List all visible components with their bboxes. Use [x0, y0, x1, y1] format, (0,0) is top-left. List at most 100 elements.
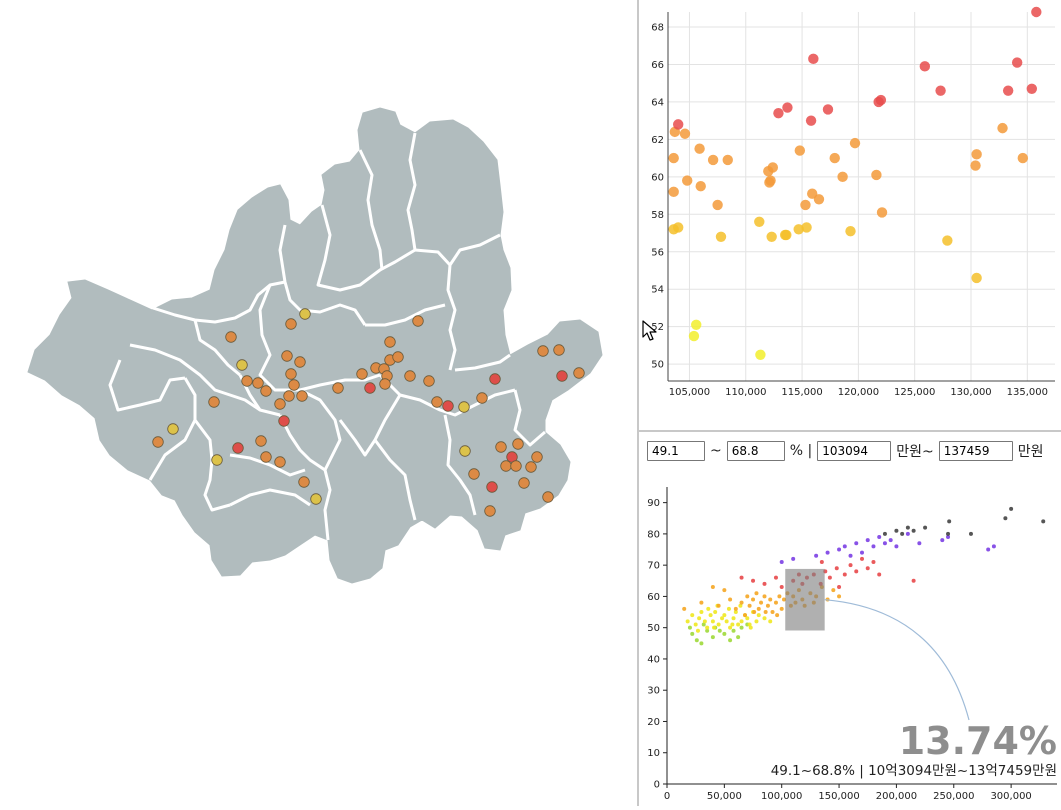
- zoomed-point[interactable]: [712, 199, 723, 211]
- map-marker[interactable]: [512, 438, 524, 450]
- map-marker[interactable]: [285, 318, 297, 330]
- map-marker[interactable]: [278, 415, 290, 427]
- zoomed-point[interactable]: [876, 207, 888, 218]
- map-marker[interactable]: [458, 401, 470, 413]
- map-marker[interactable]: [573, 367, 585, 379]
- map-marker[interactable]: [232, 442, 244, 454]
- zoomed-point[interactable]: [822, 104, 834, 115]
- map-marker[interactable]: [298, 476, 310, 488]
- zoomed-point[interactable]: [808, 53, 819, 65]
- map-marker[interactable]: [208, 396, 220, 408]
- zoomed-point[interactable]: [766, 231, 777, 242]
- zoomed-scatter-svg[interactable]: 105,000 110,000 115,000 120,000 125,000 130,0…: [639, 0, 1061, 430]
- overview-scatter-svg[interactable]: 0 10 20 30 40 50 60 70 80 90 0 50,000 100,000 150,000…: [639, 432, 1061, 806]
- zoomed-point[interactable]: [673, 222, 684, 233]
- map-marker[interactable]: [442, 400, 454, 412]
- zoomed-point[interactable]: [722, 154, 733, 166]
- pct-max-input[interactable]: [726, 441, 785, 461]
- zoomed-point[interactable]: [691, 319, 702, 331]
- map-marker[interactable]: [525, 461, 537, 473]
- map-marker[interactable]: [412, 315, 424, 327]
- zoomed-point[interactable]: [794, 145, 806, 156]
- map-marker[interactable]: [252, 377, 264, 389]
- map-marker[interactable]: [310, 493, 322, 505]
- map-marker[interactable]: [495, 441, 507, 453]
- zoomed-point[interactable]: [755, 349, 766, 360]
- zoomed-point[interactable]: [942, 235, 953, 246]
- zoomed-point[interactable]: [679, 128, 691, 139]
- zoomed-point[interactable]: [765, 175, 776, 186]
- map-marker[interactable]: [423, 375, 435, 387]
- map-marker[interactable]: [486, 481, 498, 493]
- zoomed-points[interactable]: [668, 6, 1042, 360]
- map-marker[interactable]: [225, 331, 237, 343]
- map-marker[interactable]: [167, 423, 179, 435]
- map-marker[interactable]: [404, 370, 416, 382]
- map-marker[interactable]: [299, 308, 311, 320]
- zoomed-point[interactable]: [682, 175, 693, 186]
- zoomed-point[interactable]: [688, 330, 700, 342]
- zoomed-point[interactable]: [971, 149, 982, 160]
- zoomed-scatter-chart[interactable]: 105,000 110,000 115,000 120,000 125,000 130,0…: [639, 0, 1061, 430]
- pct-min-input[interactable]: [647, 441, 705, 461]
- zoomed-point[interactable]: [668, 186, 679, 198]
- zoomed-point[interactable]: [694, 143, 705, 154]
- map-marker[interactable]: [241, 375, 253, 387]
- map-marker[interactable]: [476, 392, 488, 404]
- zoomed-point[interactable]: [971, 272, 982, 284]
- zoomed-point[interactable]: [801, 222, 812, 233]
- zoomed-point[interactable]: [875, 94, 887, 106]
- price-max-input[interactable]: [938, 441, 1013, 461]
- map-marker[interactable]: [459, 445, 471, 457]
- map-marker[interactable]: [531, 451, 543, 463]
- map-marker[interactable]: [468, 468, 480, 480]
- map-marker[interactable]: [364, 382, 376, 394]
- map-marker[interactable]: [255, 435, 267, 447]
- map-marker[interactable]: [537, 345, 549, 357]
- map-marker[interactable]: [518, 477, 530, 489]
- zoomed-point[interactable]: [805, 115, 817, 126]
- zoomed-point[interactable]: [997, 122, 1008, 134]
- seoul-district-map[interactable]: [0, 0, 637, 806]
- zoomed-point[interactable]: [782, 102, 793, 113]
- zoomed-point[interactable]: [715, 231, 727, 242]
- zoomed-point[interactable]: [849, 137, 861, 149]
- brush-selection[interactable]: [785, 568, 825, 631]
- map-marker[interactable]: [211, 454, 223, 466]
- map-marker[interactable]: [356, 368, 368, 380]
- zoomed-point[interactable]: [935, 85, 946, 96]
- zoomed-point[interactable]: [1002, 85, 1014, 96]
- zoomed-point[interactable]: [781, 229, 792, 241]
- zoomed-point[interactable]: [673, 119, 684, 130]
- zoomed-point[interactable]: [829, 152, 840, 164]
- zoomed-point[interactable]: [767, 162, 778, 173]
- map-marker[interactable]: [553, 344, 565, 356]
- map-marker[interactable]: [431, 396, 443, 408]
- map-marker[interactable]: [379, 378, 391, 390]
- zoomed-point[interactable]: [919, 61, 931, 72]
- zoomed-point[interactable]: [845, 225, 856, 237]
- map-marker[interactable]: [152, 436, 164, 448]
- zoomed-point[interactable]: [837, 171, 848, 183]
- map-svg[interactable]: [0, 0, 637, 806]
- zoomed-point[interactable]: [695, 180, 706, 192]
- zoomed-point[interactable]: [871, 169, 882, 181]
- map-marker[interactable]: [236, 359, 248, 371]
- map-marker[interactable]: [500, 460, 512, 472]
- zoomed-point[interactable]: [1017, 152, 1029, 164]
- map-marker[interactable]: [392, 351, 404, 363]
- zoomed-point[interactable]: [1011, 57, 1023, 68]
- map-marker[interactable]: [296, 390, 308, 402]
- zoomed-point[interactable]: [1026, 83, 1038, 94]
- zoomed-point[interactable]: [800, 199, 811, 211]
- zoomed-point[interactable]: [793, 224, 804, 235]
- map-marker[interactable]: [285, 368, 297, 380]
- map-marker[interactable]: [484, 505, 496, 517]
- map-marker[interactable]: [489, 373, 501, 385]
- map-marker[interactable]: [556, 370, 568, 382]
- map-marker[interactable]: [260, 451, 272, 463]
- map-marker[interactable]: [274, 456, 286, 468]
- map-marker[interactable]: [260, 385, 272, 397]
- map-marker[interactable]: [332, 382, 344, 394]
- map-marker[interactable]: [294, 356, 306, 368]
